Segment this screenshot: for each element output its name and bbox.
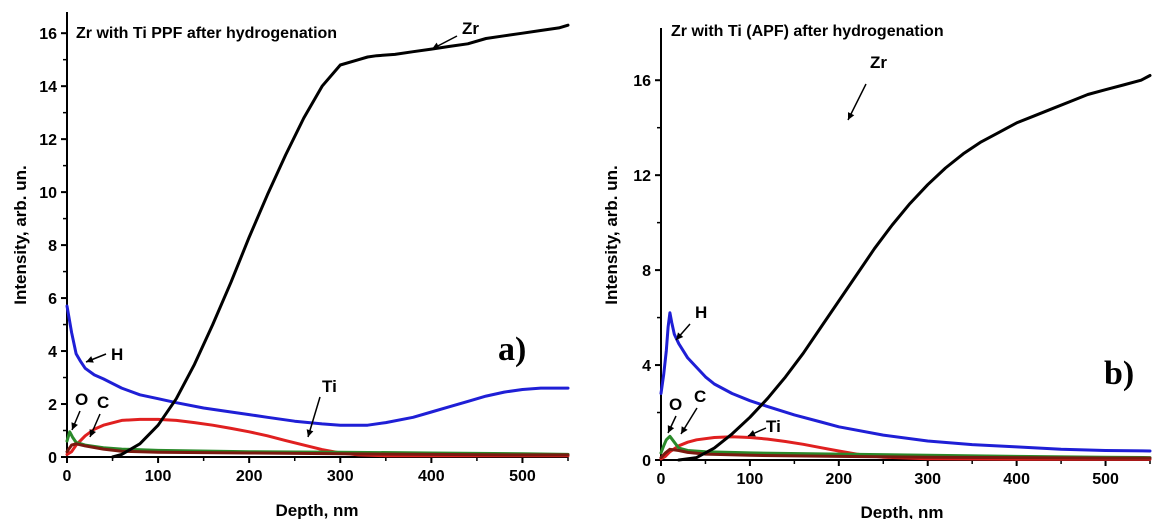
series-arrowhead-c	[89, 429, 97, 437]
series-arrowhead-o	[71, 422, 78, 430]
x-tick-label: 500	[1092, 471, 1119, 488]
y-axis-title: Intensity, arb. un.	[602, 165, 621, 304]
x-tick-label: 0	[657, 471, 666, 488]
series-label-zr: Zr	[870, 53, 887, 72]
series-line-c	[659, 447, 1152, 460]
y-tick-label: 14	[39, 79, 57, 96]
series-arrowhead-zr	[432, 42, 440, 49]
series-arrowhead-o	[667, 425, 675, 433]
series-line-zr	[111, 23, 570, 459]
series-label-o: O	[669, 395, 682, 414]
series-arrowhead-c	[681, 426, 688, 434]
series-line-ti	[65, 417, 570, 458]
series-label-ti: Ti	[766, 417, 781, 436]
y-tick-label: 8	[642, 263, 651, 280]
y-tick-label: 4	[48, 344, 57, 361]
chart-title: Zr with Ti PPF after hydrogenation	[76, 25, 337, 42]
chart-panel-a: 0 100 200 300 400 500 0 2 4 6 8 10 12 14 16 Zr H Ti O C Zr w…	[11, 12, 570, 519]
series-label-h: H	[111, 345, 123, 364]
x-tick-label: 200	[825, 471, 852, 488]
x-tick-label: 500	[509, 468, 536, 485]
series-arrowhead-ti	[748, 429, 756, 437]
y-tick-label: 16	[39, 26, 57, 43]
series-label-zr: Zr	[462, 19, 479, 38]
y-tick-label: 6	[48, 291, 57, 308]
x-tick-label: 100	[737, 471, 764, 488]
series-line-h	[65, 304, 570, 427]
x-tick-label: 300	[914, 471, 941, 488]
x-tick-label: 0	[63, 468, 72, 485]
series-line-zr	[677, 74, 1152, 462]
series-arrowhead-h	[86, 356, 94, 363]
series-arrowhead-zr	[848, 112, 855, 120]
chart-title: Zr with Ti (APF) after hydrogenation	[671, 23, 944, 40]
y-tick-label: 0	[48, 450, 57, 467]
series-label-h: H	[695, 303, 707, 322]
x-axis-title: Depth, nm	[860, 503, 943, 519]
y-tick-label: 8	[48, 238, 57, 255]
series-label-o: O	[75, 390, 88, 409]
series-line-h	[659, 311, 1152, 453]
y-tick-label: 12	[39, 132, 57, 149]
series-label-c: C	[97, 393, 109, 412]
y-tick-label: 12	[633, 168, 651, 185]
series-arrowhead-ti	[306, 429, 314, 437]
y-tick-label: 2	[48, 397, 57, 414]
panel-label: a)	[498, 331, 526, 368]
panel-label: b)	[1104, 355, 1134, 392]
x-tick-label: 200	[236, 468, 263, 485]
y-tick-label: 10	[39, 185, 57, 202]
y-tick-label: 0	[642, 453, 651, 470]
x-tick-label: 300	[327, 468, 354, 485]
y-tick-label: 4	[642, 358, 651, 375]
x-tick-label: 400	[418, 468, 445, 485]
x-tick-label: 100	[145, 468, 172, 485]
series-line-c	[65, 442, 570, 457]
series-label-c: C	[694, 387, 706, 406]
series-arrowhead-h	[676, 332, 684, 340]
series-label-ti: Ti	[322, 377, 337, 396]
x-tick-label: 400	[1003, 471, 1030, 488]
y-axis-title: Intensity, arb. un.	[11, 165, 30, 304]
x-axis-title: Depth, nm	[275, 501, 358, 519]
y-tick-label: 16	[633, 73, 651, 90]
chart-panel-b: 0 100 200 300 400 500 0 4 8 12 16 Zr H Ti O C Zr with Ti…	[602, 23, 1152, 519]
